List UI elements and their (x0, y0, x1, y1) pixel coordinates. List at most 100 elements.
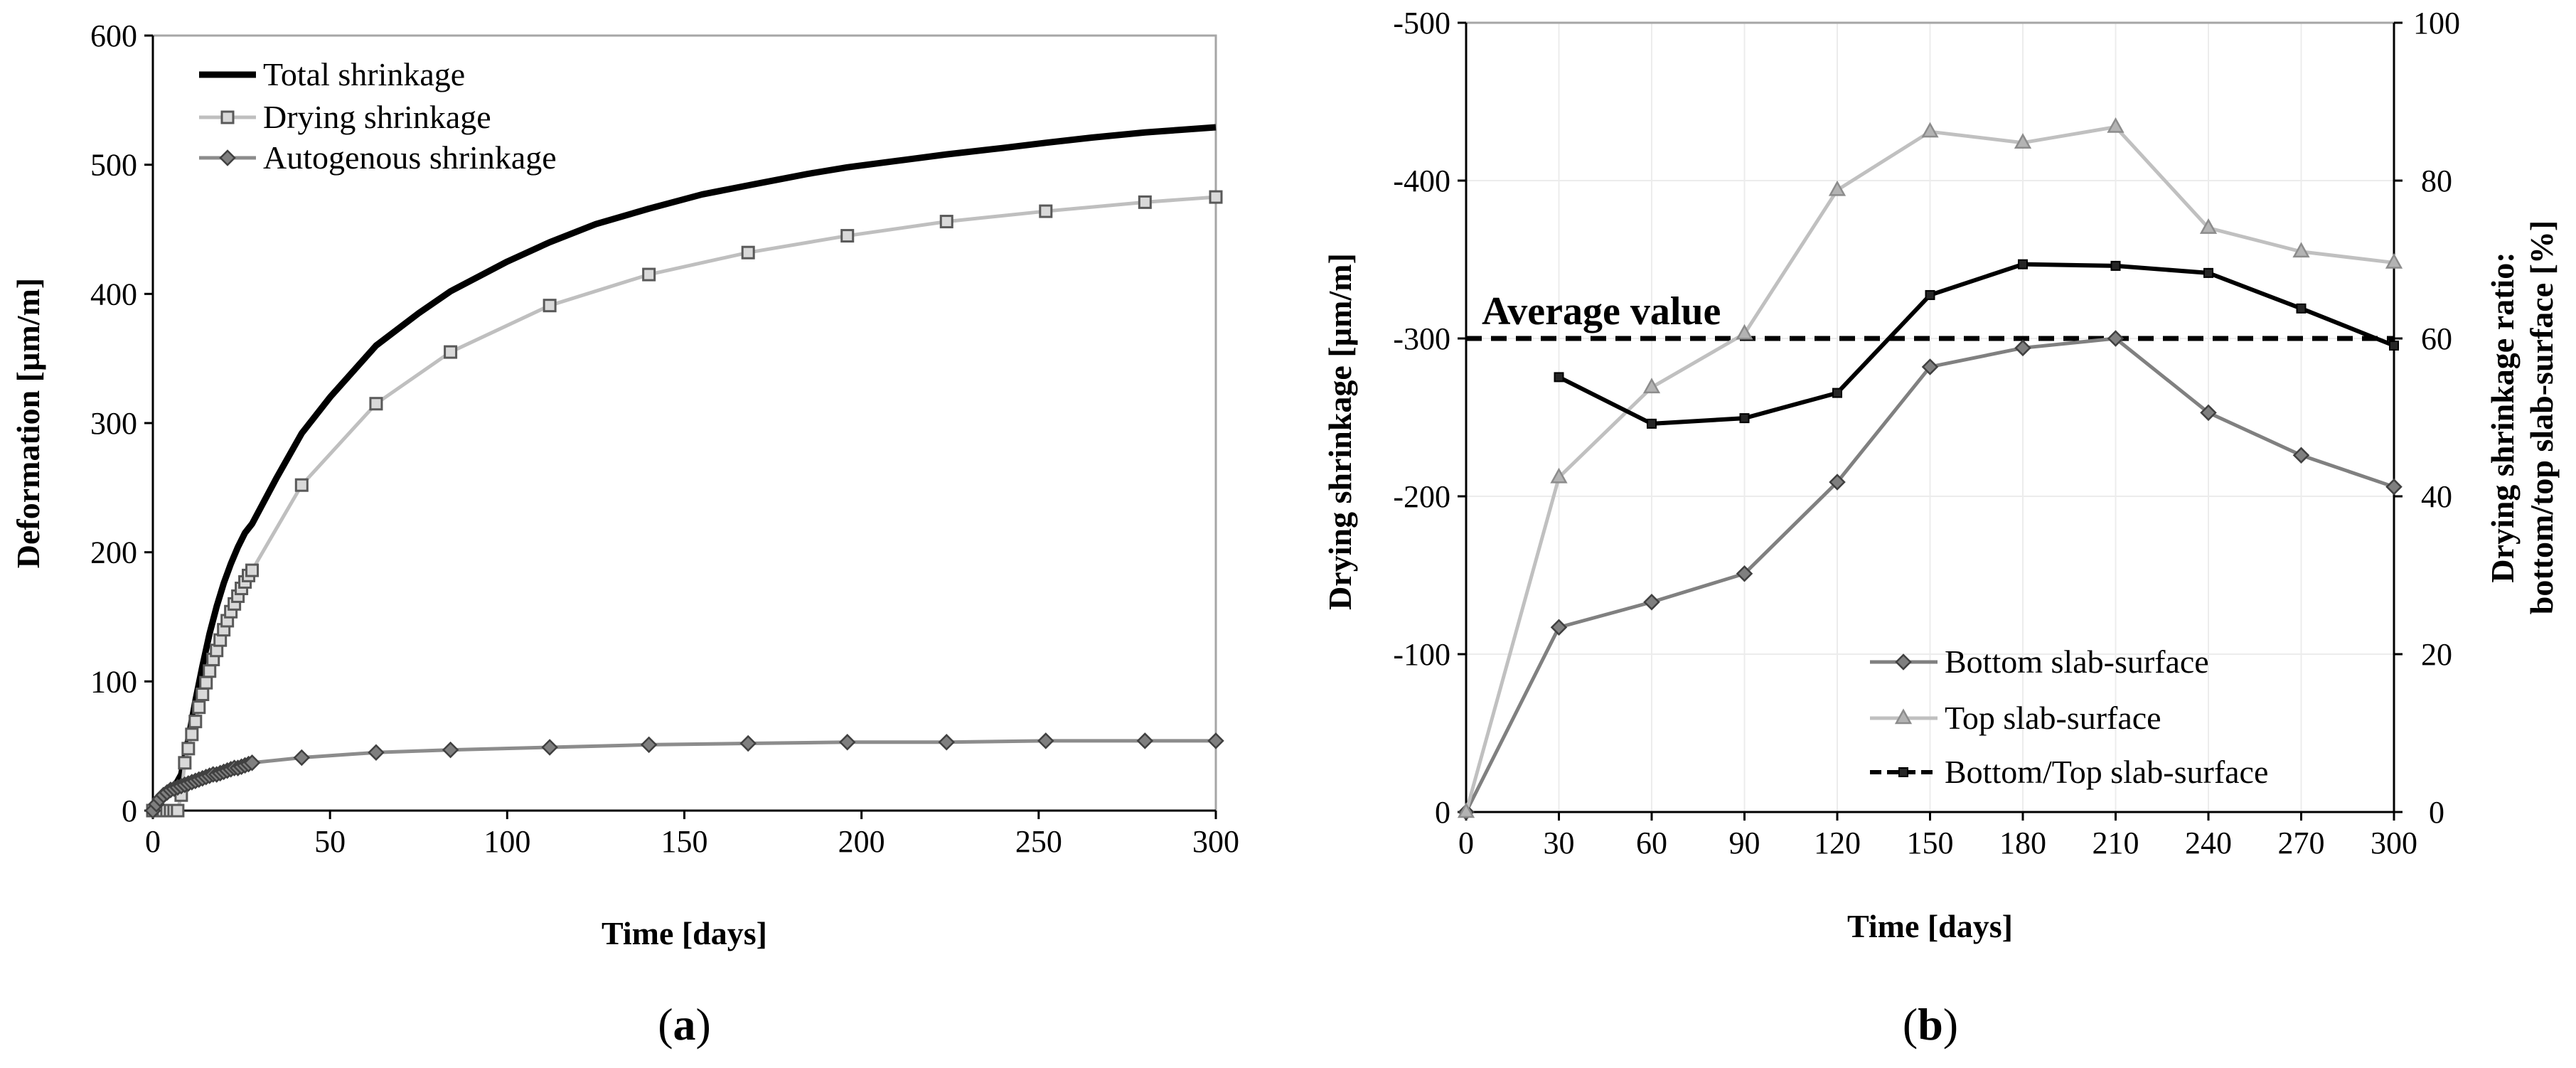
caption-letter: a (673, 999, 696, 1050)
data-point-series-1 (1829, 474, 1846, 491)
legend-marker (220, 110, 235, 124)
data-point-series-3 (2018, 259, 2028, 269)
data-point-series-2 (1550, 467, 1568, 484)
data-point-series-2 (2292, 242, 2310, 258)
data-point-series-1 (1550, 619, 1568, 636)
data-point-series-2 (1642, 378, 1661, 394)
y-tick-label: -400 (1393, 164, 1450, 198)
data-point-series-3 (2110, 260, 2121, 271)
legend-marker (219, 149, 236, 166)
x-axis-label: Time [days] (1847, 908, 2013, 944)
caption-close: ) (1943, 999, 1958, 1050)
x-tick-label: 120 (1814, 826, 1861, 860)
x-tick-label: 250 (1015, 824, 1062, 859)
data-point-series-2 (2014, 133, 2032, 149)
data-point-series-2 (294, 478, 309, 492)
data-point-series-2 (178, 756, 192, 770)
data-point-series-2 (171, 803, 185, 818)
legend-label: Autogenous shrinkage (263, 139, 557, 176)
x-tick-label: 90 (1729, 826, 1760, 860)
legend-marker (1895, 653, 1912, 671)
data-point-series-1 (1643, 593, 1660, 611)
caption-a: (a) (658, 999, 711, 1050)
data-point-series-2 (840, 229, 855, 243)
data-point-series-3 (1207, 732, 1224, 749)
series-line-1 (150, 124, 1217, 813)
data-point-series-3 (2203, 267, 2213, 278)
data-point-series-2 (2385, 252, 2403, 269)
y-tick-label: 200 (90, 535, 137, 570)
y2-tick-label: 100 (2413, 6, 2460, 41)
caption-close: ) (696, 999, 711, 1050)
data-point-series-2 (188, 715, 203, 729)
caption-b: (b) (1903, 999, 1958, 1050)
data-point-series-3 (293, 749, 311, 767)
y2-tick-label: 40 (2421, 479, 2452, 514)
data-point-series-3 (739, 735, 757, 752)
x-tick-label: 270 (2278, 826, 2325, 860)
x-tick-label: 150 (1907, 826, 1954, 860)
y2-tick-label: 60 (2421, 321, 2452, 356)
y-tick-label: 600 (90, 18, 137, 53)
y-tick-label: -200 (1393, 479, 1450, 514)
x-tick-label: 100 (483, 824, 530, 859)
data-point-series-3 (2296, 303, 2307, 314)
x-tick-label: 300 (2371, 826, 2417, 860)
legend-marker (1898, 767, 1908, 777)
data-point-series-3 (2389, 340, 2399, 351)
data-point-series-2 (1138, 195, 1152, 209)
data-point-series-2 (543, 299, 557, 313)
data-point-series-2 (245, 563, 260, 577)
data-point-series-2 (444, 345, 458, 359)
legend-label: Drying shrinkage (263, 99, 491, 135)
data-point-series-1 (2385, 478, 2403, 496)
data-point-series-3 (1925, 289, 1935, 300)
x-tick-label: 0 (1458, 826, 1474, 860)
y2-tick-label: 0 (2429, 795, 2444, 830)
data-point-series-2 (196, 688, 210, 701)
data-point-series-1 (2200, 404, 2217, 422)
data-point-series-2 (642, 267, 656, 282)
y-tick-label: 400 (90, 277, 137, 311)
x-tick-label: 0 (145, 824, 161, 859)
series-line-3 (151, 739, 1216, 812)
y2-tick-label: 80 (2421, 164, 2452, 198)
data-point-series-2 (1039, 204, 1053, 218)
data-point-series-3 (1554, 372, 1564, 383)
data-point-series-3 (1037, 732, 1054, 749)
y-tick-label: -300 (1393, 321, 1450, 356)
data-point-series-2 (741, 245, 755, 260)
data-point-series-1 (2107, 330, 2125, 347)
data-point-series-2 (369, 397, 383, 411)
legend-label: Bottom/Top slab-surface (1945, 754, 2268, 790)
y-tick-label: 300 (90, 406, 137, 441)
data-point-series-2 (1828, 180, 1847, 196)
data-point-series-3 (938, 733, 956, 751)
caption-open: ( (658, 999, 673, 1050)
data-point-series-3 (243, 754, 261, 771)
x-tick-label: 60 (1636, 826, 1667, 860)
data-point-series-3 (1832, 388, 1842, 398)
data-point-series-2 (203, 664, 217, 678)
y-tick-label: -100 (1393, 637, 1450, 672)
data-point-series-3 (1647, 418, 1657, 429)
x-tick-label: 50 (314, 824, 346, 859)
data-point-series-1 (2014, 339, 2031, 357)
data-point-series-1 (2292, 447, 2310, 464)
data-point-series-3 (838, 733, 856, 751)
data-point-series-2 (192, 700, 206, 715)
caption-letter: b (1918, 999, 1943, 1050)
data-point-series-3 (442, 741, 459, 759)
x-tick-label: 210 (2093, 826, 2139, 860)
data-point-series-2 (939, 215, 953, 229)
chart-panel-a: 0 50 100 150 200 250 300 0 100 200 300 400 500 600 Tot… (10, 18, 1239, 1050)
data-point-series-1 (1921, 358, 1939, 375)
y2-axis-label-line2: bottom/top slab-surface [%] (2523, 220, 2560, 615)
x-tick-label: 200 (838, 824, 885, 859)
data-point-series-1 (1736, 565, 1753, 582)
data-point-series-3 (640, 736, 658, 754)
data-point-series-2 (199, 675, 213, 690)
data-point-series-2 (1209, 190, 1223, 204)
series-line-2 (153, 195, 1217, 813)
chart-panel-b: 0 30 60 90 120 150 180 210 240 270 300 0 -100 -200 -30… (1322, 6, 2560, 1050)
